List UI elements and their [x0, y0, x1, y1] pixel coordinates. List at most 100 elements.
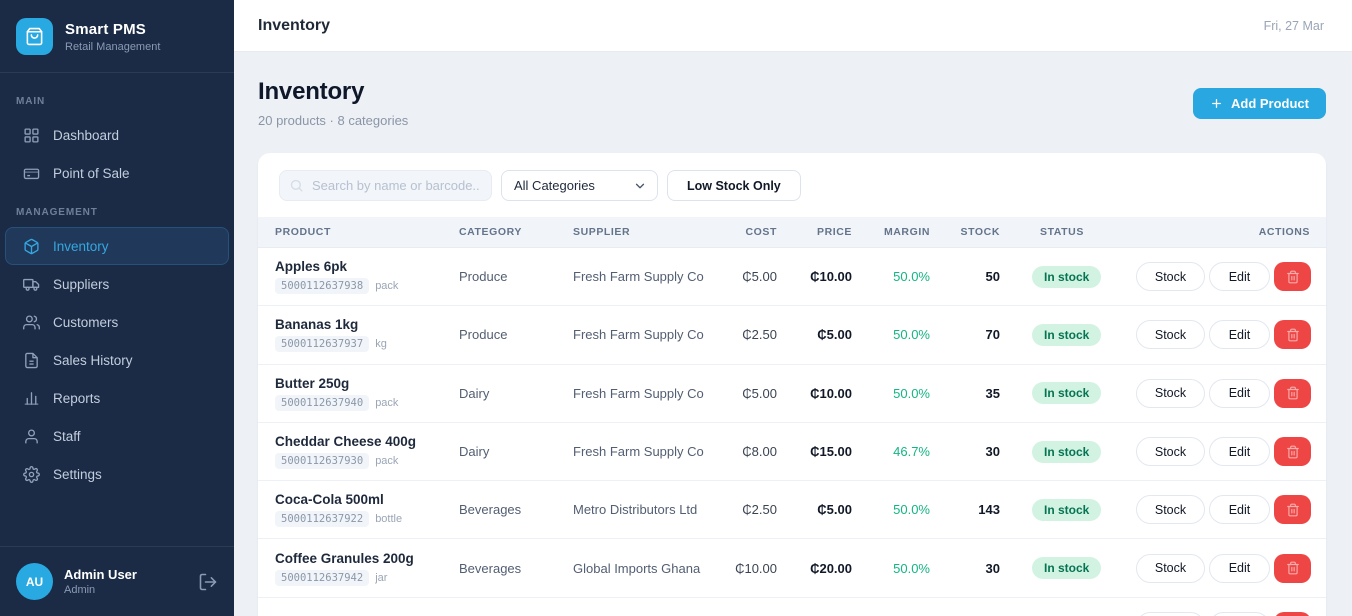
delete-button[interactable]	[1274, 611, 1311, 616]
stock-button[interactable]: Stock	[1136, 437, 1205, 467]
sidebar-item-settings[interactable]: Settings	[5, 455, 229, 493]
table-row: Apples 6pk 5000112637938 pack Produce Fr…	[258, 248, 1326, 307]
product-cell: Cheddar Cheese 400g 5000112637930 pack	[258, 434, 459, 470]
product-barcode: 5000112637942	[275, 569, 370, 586]
actions-cell: Stock Edit	[1136, 495, 1326, 525]
product-name: Digestive Biscuits 400g	[275, 615, 459, 616]
edit-button[interactable]	[1209, 611, 1270, 616]
column-header-stock: Stock	[960, 226, 1000, 238]
brand-name: Smart PMS	[65, 20, 146, 38]
stock-button[interactable]	[1136, 611, 1205, 616]
delete-button[interactable]	[1274, 495, 1311, 525]
actions-cell: Stock Edit	[1136, 378, 1326, 408]
column-header-product: Product	[275, 226, 331, 238]
delete-button[interactable]	[1274, 320, 1311, 350]
stock-button[interactable]: Stock	[1136, 262, 1205, 292]
search-input[interactable]	[279, 170, 492, 201]
price-cell: ₵10.00	[810, 269, 852, 285]
table-row: Coca-Cola 500ml 5000112637922 bottle Bev…	[258, 481, 1326, 540]
column-header-price: Price	[817, 226, 852, 238]
edit-button[interactable]: Edit	[1209, 553, 1270, 583]
sidebar-item-customers[interactable]: Customers	[5, 303, 229, 341]
stock-button[interactable]: Stock	[1136, 495, 1205, 525]
status-badge: In stock	[1032, 265, 1102, 288]
stock-cell: 50	[985, 269, 1000, 285]
product-barcode: 5000112637940	[275, 394, 370, 411]
supplier-cell: Fresh Farm Supply Co	[573, 444, 704, 460]
trash-icon	[1286, 328, 1300, 342]
sidebar-item-label: Point of Sale	[53, 165, 130, 181]
sidebar-item-staff[interactable]: Staff	[5, 417, 229, 455]
status-badge: In stock	[1032, 498, 1102, 521]
page-content: Inventory 20 products · 8 categories Add…	[234, 52, 1352, 616]
sidebar-item-reports[interactable]: Reports	[5, 379, 229, 417]
sidebar-item-dashboard[interactable]: Dashboard	[5, 116, 229, 154]
category-cell: Dairy	[459, 444, 490, 460]
sidebar-item-inventory[interactable]: Inventory	[5, 227, 229, 265]
delete-button[interactable]	[1274, 437, 1311, 467]
status-cell: In stock	[1000, 382, 1136, 405]
edit-button[interactable]: Edit	[1209, 262, 1270, 292]
product-cell: Bananas 1kg 5000112637937 kg	[258, 317, 459, 353]
price-cell: ₵15.00	[810, 444, 852, 460]
table-header: Product Category Supplier Cost Price Mar…	[258, 217, 1326, 248]
topbar: Inventory Fri, 27 Mar	[234, 0, 1352, 52]
main-area: Inventory Fri, 27 Mar Inventory 20 produ…	[234, 0, 1352, 616]
inventory-table-body: Apples 6pk 5000112637938 pack Produce Fr…	[258, 248, 1326, 616]
price-cell: ₵5.00	[817, 327, 852, 343]
product-cell: Coffee Granules 200g 5000112637942 jar	[258, 551, 459, 586]
status-badge: In stock	[1032, 382, 1102, 405]
stock-button[interactable]: Stock	[1136, 553, 1205, 583]
cost-cell: ₵5.00	[742, 269, 777, 285]
stock-cell: 30	[985, 444, 1000, 460]
delete-button[interactable]	[1274, 378, 1311, 408]
edit-button[interactable]: Edit	[1209, 378, 1270, 408]
category-select[interactable]: All Categories	[501, 170, 658, 201]
bar-chart-icon	[22, 389, 40, 407]
low-stock-only-button[interactable]: Low Stock Only	[667, 170, 801, 201]
cost-cell: ₵2.50	[742, 327, 777, 343]
product-unit: pack	[375, 396, 399, 409]
edit-button[interactable]: Edit	[1209, 495, 1270, 525]
column-header-actions: Actions	[1258, 226, 1310, 238]
sidebar-item-suppliers[interactable]: Suppliers	[5, 265, 229, 303]
column-header-cost: Cost	[745, 226, 777, 238]
status-cell: In stock	[1000, 557, 1136, 580]
plus-icon	[1210, 97, 1223, 110]
stock-cell: 30	[985, 560, 1000, 576]
edit-button[interactable]: Edit	[1209, 437, 1270, 467]
stock-cell: 70	[985, 327, 1000, 343]
topbar-date: Fri, 27 Mar	[1263, 18, 1324, 33]
sidebar-item-point-of-sale[interactable]: Point of Sale	[5, 154, 229, 192]
stock-button[interactable]: Stock	[1136, 320, 1205, 350]
cost-cell: ₵8.00	[742, 444, 777, 460]
page-title: Inventory	[258, 78, 365, 105]
nav-section-label-main: Main	[16, 96, 46, 107]
add-product-button[interactable]: Add Product	[1193, 87, 1326, 119]
cost-cell: ₵2.50	[742, 502, 777, 518]
table-row: Butter 250g 5000112637940 pack Dairy Fre…	[258, 365, 1326, 423]
margin-cell: 50.0%	[893, 560, 930, 576]
delete-button[interactable]	[1274, 262, 1311, 292]
trash-icon	[1286, 270, 1300, 284]
brand: Smart PMS Retail Management	[0, 0, 234, 73]
sidebar-item-sales-history[interactable]: Sales History	[5, 341, 229, 379]
price-cell: ₵5.00	[817, 502, 852, 518]
trash-icon	[1286, 503, 1300, 517]
edit-button[interactable]: Edit	[1209, 320, 1270, 350]
stock-button[interactable]: Stock	[1136, 378, 1205, 408]
shopping-bag-icon	[16, 18, 53, 55]
grid-icon	[22, 126, 40, 144]
category-cell: Dairy	[459, 385, 490, 401]
product-cell: Apples 6pk 5000112637938 pack	[258, 259, 459, 295]
product-unit: bottle	[375, 513, 403, 526]
sidebar-item-label: Sales History	[53, 352, 133, 368]
logout-icon[interactable]	[198, 572, 218, 592]
status-badge: In stock	[1032, 557, 1102, 580]
delete-button[interactable]	[1274, 553, 1311, 583]
supplier-cell: Fresh Farm Supply Co	[573, 327, 704, 343]
truck-icon	[22, 275, 40, 293]
avatar: AU	[16, 563, 53, 600]
status-badge: In stock	[1032, 323, 1102, 346]
status-badge: In stock	[1032, 440, 1102, 463]
